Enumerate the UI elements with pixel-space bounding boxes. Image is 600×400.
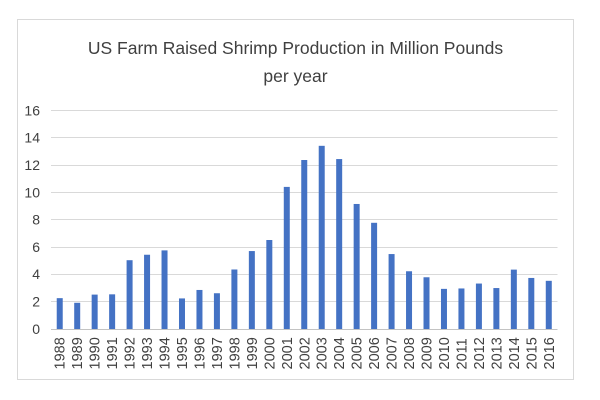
svg-text:1997: 1997 [210, 337, 226, 369]
svg-text:2008: 2008 [402, 337, 418, 369]
svg-text:2013: 2013 [489, 337, 505, 369]
svg-text:1996: 1996 [192, 337, 208, 369]
svg-text:10: 10 [24, 184, 40, 200]
svg-text:2004: 2004 [332, 337, 348, 369]
svg-text:2011: 2011 [454, 338, 470, 369]
svg-text:1988: 1988 [53, 337, 69, 369]
svg-text:14: 14 [24, 130, 40, 146]
svg-text:6: 6 [32, 239, 40, 255]
svg-text:1991: 1991 [105, 337, 121, 369]
svg-text:2003: 2003 [315, 337, 331, 369]
svg-text:8: 8 [32, 212, 40, 228]
svg-text:2000: 2000 [262, 337, 278, 369]
svg-text:0: 0 [32, 321, 40, 337]
svg-text:2012: 2012 [472, 337, 488, 369]
svg-text:1999: 1999 [245, 337, 261, 369]
svg-text:1995: 1995 [175, 337, 191, 369]
svg-text:2010: 2010 [437, 337, 453, 369]
svg-text:2002: 2002 [297, 337, 313, 369]
svg-text:12: 12 [24, 157, 40, 173]
svg-text:16: 16 [24, 102, 40, 118]
svg-text:2007: 2007 [385, 337, 401, 369]
svg-text:2006: 2006 [367, 337, 383, 369]
svg-text:2009: 2009 [420, 337, 436, 369]
svg-text:1998: 1998 [227, 337, 243, 369]
svg-text:2: 2 [32, 294, 40, 310]
svg-text:1989: 1989 [70, 337, 86, 369]
svg-text:2005: 2005 [350, 337, 366, 369]
svg-text:1992: 1992 [123, 337, 139, 369]
svg-text:1994: 1994 [158, 337, 174, 369]
svg-text:4: 4 [32, 266, 40, 282]
svg-text:1993: 1993 [140, 337, 156, 369]
svg-text:2014: 2014 [507, 337, 523, 369]
svg-text:per year: per year [263, 66, 327, 86]
svg-text:2015: 2015 [524, 337, 540, 369]
svg-text:2001: 2001 [280, 337, 296, 369]
svg-text:1990: 1990 [88, 337, 104, 369]
svg-text:US Farm Raised Shrimp Producti: US Farm Raised Shrimp Production in Mill… [88, 38, 504, 58]
svg-text:2016: 2016 [542, 337, 558, 369]
